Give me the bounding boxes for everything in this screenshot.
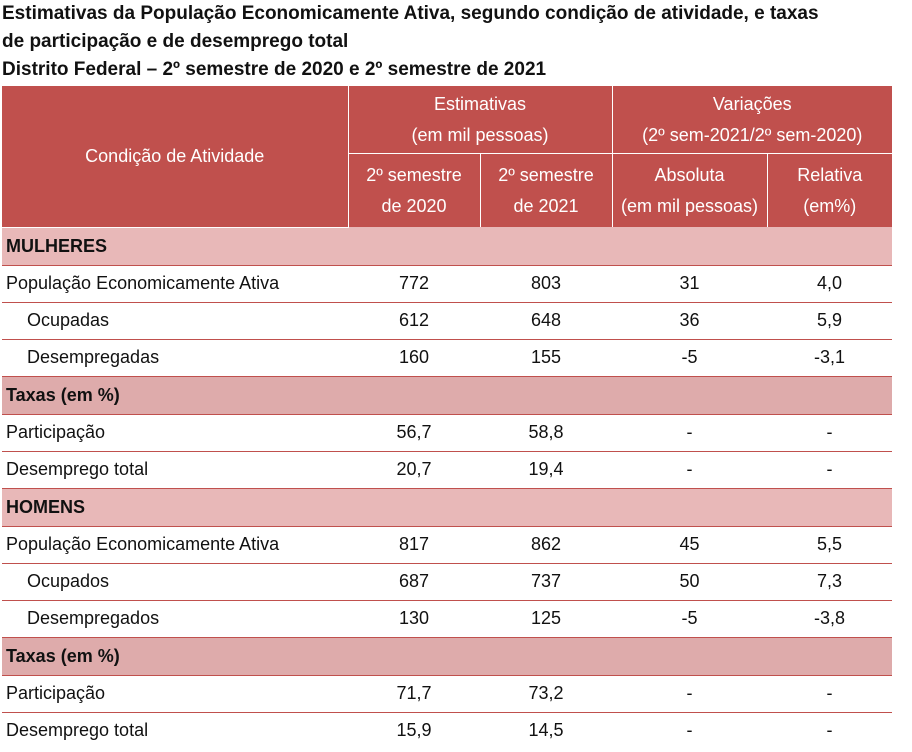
header-relativa: Relativa (em%) xyxy=(767,153,892,227)
header-relativa-l1: Relativa xyxy=(797,164,863,185)
row-label: População Economicamente Ativa xyxy=(2,526,348,564)
cell-absoluta: 45 xyxy=(612,526,767,564)
table-row: Ocupados 687 737 50 7,3 xyxy=(2,563,892,601)
header-sem-2020-l1: 2º semestre xyxy=(366,164,462,185)
title-line-1: Estimativas da População Economicamente … xyxy=(2,3,819,24)
cell-2021: 19,4 xyxy=(480,451,612,489)
row-label: Participação xyxy=(2,414,348,452)
section-row-homens: HOMENS xyxy=(2,488,892,527)
cell-2021: 803 xyxy=(480,265,612,303)
header-condicao: Condição de Atividade xyxy=(2,86,349,228)
header-sem-2021-l1: 2º semestre xyxy=(498,164,594,185)
section-label-mulheres: MULHERES xyxy=(2,227,892,266)
table-row: Participação 71,7 73,2 - - xyxy=(2,675,892,713)
header-sem-2021: 2º semestre de 2021 xyxy=(480,153,613,227)
cell-2020: 772 xyxy=(348,265,480,303)
row-label: População Economicamente Ativa xyxy=(2,265,348,303)
header-sem-2020: 2º semestre de 2020 xyxy=(348,153,481,227)
cell-absoluta: -5 xyxy=(612,339,767,377)
header-condicao-label: Condição de Atividade xyxy=(85,145,265,166)
cell-absoluta: - xyxy=(686,720,693,740)
table-row: População Economicamente Ativa 772 803 3… xyxy=(2,265,892,303)
row-label: Desemprego total xyxy=(6,720,149,740)
header-absoluta-l1: Absoluta xyxy=(654,164,725,185)
header-relativa-l2: (em%) xyxy=(803,195,857,216)
cell-2020: 15,9 xyxy=(396,720,432,740)
row-label: Desemprego total xyxy=(2,451,348,489)
cell-2020: 56,7 xyxy=(348,414,480,452)
header-variacoes-period: (2º sem-2021/2º sem-2020) xyxy=(642,124,863,145)
table-row: Desempregadas 160 155 -5 -3,1 xyxy=(2,339,892,377)
table-row: Desemprego total 20,7 19,4 - - xyxy=(2,451,892,489)
table-header: Condição de Atividade Estimativas (em mi… xyxy=(2,86,892,228)
cell-2021: 58,8 xyxy=(480,414,612,452)
cell-2020: 71,7 xyxy=(348,675,480,713)
cell-2021: 648 xyxy=(480,302,612,340)
rates-label-homens: Taxas (em %) xyxy=(2,637,892,676)
rates-label-mulheres: Taxas (em %) xyxy=(2,376,892,415)
cell-relativa: 5,9 xyxy=(767,302,892,340)
header-variacoes-title: Variações xyxy=(712,93,792,114)
row-label: Ocupados xyxy=(2,563,348,601)
table-row: População Economicamente Ativa 817 862 4… xyxy=(2,526,892,564)
cell-2020: 817 xyxy=(348,526,480,564)
section-row-mulheres: MULHERES xyxy=(2,227,892,266)
cell-relativa: 4,0 xyxy=(767,265,892,303)
cell-relativa: 5,5 xyxy=(767,526,892,564)
cell-absoluta: 50 xyxy=(612,563,767,601)
table-row: Desempregados 130 125 -5 -3,8 xyxy=(2,600,892,638)
cell-relativa: - xyxy=(767,414,892,452)
table-row: Participação 56,7 58,8 - - xyxy=(2,414,892,452)
cell-relativa: - xyxy=(767,675,892,713)
rates-row-mulheres: Taxas (em %) xyxy=(2,376,892,415)
header-sem-2020-l2: de 2020 xyxy=(381,195,447,216)
cell-absoluta: - xyxy=(612,675,767,713)
cell-absoluta: - xyxy=(612,451,767,489)
cell-2021: 14,5 xyxy=(528,720,564,740)
header-variacoes: Variações (2º sem-2021/2º sem-2020) xyxy=(612,86,892,154)
cell-2020: 20,7 xyxy=(348,451,480,489)
pea-table: Condição de Atividade Estimativas (em mi… xyxy=(2,86,892,749)
cell-2020: 612 xyxy=(348,302,480,340)
rates-row-homens: Taxas (em %) xyxy=(2,637,892,676)
row-label: Desempregadas xyxy=(2,339,348,377)
row-label: Participação xyxy=(2,675,348,713)
cell-2020: 130 xyxy=(348,600,480,638)
table-row: Desemprego total 15,9 14,5 - - xyxy=(2,712,892,749)
cell-absoluta: -5 xyxy=(612,600,767,638)
cell-2020: 687 xyxy=(348,563,480,601)
title-line-2: de participação e de desemprego total xyxy=(2,31,349,52)
cell-absoluta: 36 xyxy=(612,302,767,340)
table-row: Ocupadas 612 648 36 5,9 xyxy=(2,302,892,340)
header-estimativas: Estimativas (em mil pessoas) xyxy=(348,86,613,154)
cell-2021: 862 xyxy=(480,526,612,564)
section-label-homens: HOMENS xyxy=(2,488,892,527)
header-estimativas-title: Estimativas xyxy=(433,93,527,114)
cell-absoluta: 31 xyxy=(612,265,767,303)
header-estimativas-unit: (em mil pessoas) xyxy=(411,124,549,145)
row-label: Desempregados xyxy=(2,600,348,638)
cell-2021: 73,2 xyxy=(480,675,612,713)
cell-relativa: - xyxy=(767,451,892,489)
header-sem-2021-l2: de 2021 xyxy=(513,195,579,216)
header-absoluta-l2: (em mil pessoas) xyxy=(620,195,759,216)
table-title: Estimativas da População Economicamente … xyxy=(2,0,910,84)
cell-2021: 155 xyxy=(480,339,612,377)
cell-2021: 737 xyxy=(480,563,612,601)
cell-2020: 160 xyxy=(348,339,480,377)
table-body: MULHERES População Economicamente Ativa … xyxy=(2,227,892,749)
cell-absoluta: - xyxy=(612,414,767,452)
cell-relativa: - xyxy=(826,720,833,740)
cell-2021: 125 xyxy=(480,600,612,638)
row-label: Ocupadas xyxy=(2,302,348,340)
title-line-3: Distrito Federal – 2º semestre de 2020 e… xyxy=(2,59,547,80)
cell-relativa: -3,8 xyxy=(767,600,892,638)
header-absoluta: Absoluta (em mil pessoas) xyxy=(612,153,768,227)
cell-relativa: -3,1 xyxy=(767,339,892,377)
cell-relativa: 7,3 xyxy=(767,563,892,601)
